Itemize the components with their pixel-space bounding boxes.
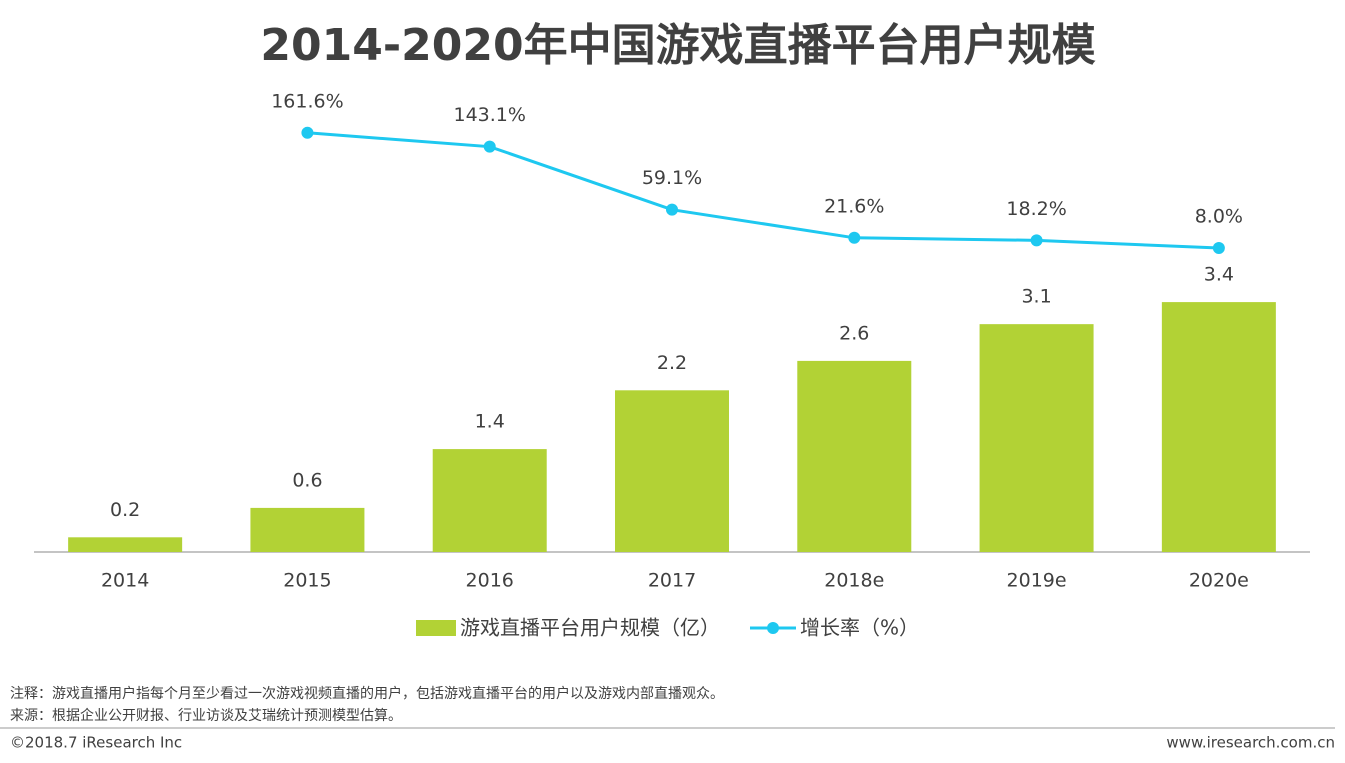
source: 来源：根据企业公开财报、行业访谈及艾瑞统计预测模型估算。 bbox=[10, 707, 402, 724]
x-tick-label: 2015 bbox=[283, 570, 331, 592]
line-label: 161.6% bbox=[271, 90, 343, 112]
line-marker bbox=[301, 126, 314, 139]
bar-label: 2.6 bbox=[839, 322, 869, 344]
bar-label: 3.4 bbox=[1204, 264, 1234, 286]
line-marker bbox=[848, 231, 861, 244]
line-marker bbox=[1212, 242, 1225, 254]
line-label: 59.1% bbox=[642, 167, 702, 189]
line-marker bbox=[483, 140, 496, 153]
note: 注释：游戏直播用户指每个月至少看过一次游戏视频直播的用户，包括游戏直播平台的用户… bbox=[10, 685, 724, 702]
bar-label: 3.1 bbox=[1021, 286, 1051, 308]
line-label: 8.0% bbox=[1195, 206, 1243, 228]
copyright: ©2018.7 iResearch Inc bbox=[10, 734, 182, 752]
legend-swatch bbox=[767, 622, 779, 634]
bar bbox=[615, 390, 729, 552]
x-tick-label: 2017 bbox=[648, 570, 696, 592]
line bbox=[307, 131, 1219, 250]
x-tick-label: 2016 bbox=[466, 570, 514, 592]
line-label: 18.2% bbox=[1006, 198, 1066, 220]
bar-label: 0.6 bbox=[292, 469, 322, 491]
legend-swatch bbox=[416, 620, 456, 636]
bar bbox=[979, 324, 1094, 552]
website: www.iresearch.com.cn bbox=[1166, 734, 1335, 752]
bar bbox=[68, 537, 183, 552]
bar-label: 1.4 bbox=[475, 411, 505, 433]
bar-label: 2.2 bbox=[657, 352, 687, 374]
x-tick-label: 2018e bbox=[824, 570, 884, 592]
line-marker bbox=[666, 203, 678, 216]
line-label: 143.1% bbox=[453, 104, 525, 126]
line-marker bbox=[1030, 234, 1043, 247]
x-tick-label: 2020e bbox=[1189, 570, 1249, 592]
bar bbox=[250, 507, 365, 552]
bar bbox=[797, 360, 912, 552]
legend-label: 游戏直播平台用户规模（亿） bbox=[460, 616, 720, 640]
bar bbox=[432, 449, 547, 552]
chart-title: 2014-2020年中国游戏直播平台用户规模 bbox=[260, 20, 1095, 71]
legend-label: 增长率（%） bbox=[800, 616, 919, 640]
line-label: 21.6% bbox=[824, 195, 884, 217]
bar bbox=[1161, 302, 1276, 552]
x-tick-label: 2019e bbox=[1007, 570, 1067, 592]
x-tick-label: 2014 bbox=[101, 570, 149, 592]
bar-label: 0.2 bbox=[110, 499, 140, 521]
